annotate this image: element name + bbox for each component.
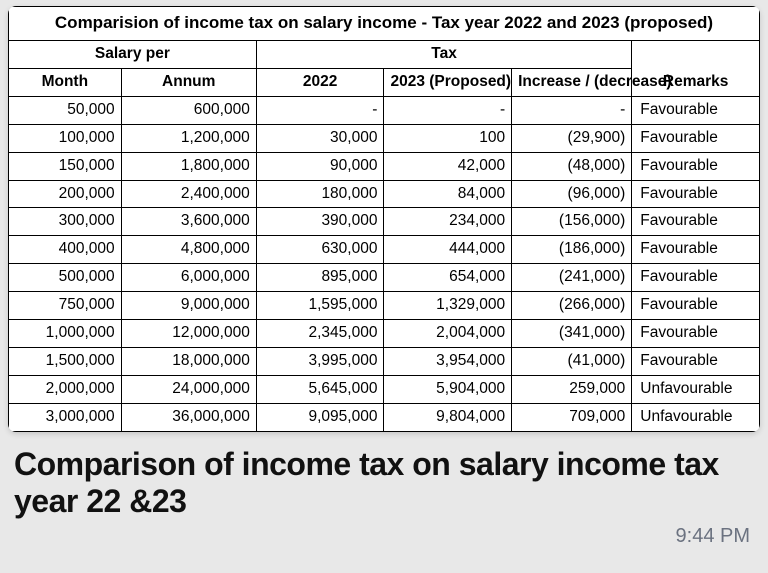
cell-y2023: 5,904,000: [384, 376, 512, 404]
cell-incdec: 259,000: [512, 376, 632, 404]
header-incdec: Increase / (decrease): [512, 68, 632, 96]
cell-annum: 3,600,000: [121, 208, 256, 236]
cell-y2023: 84,000: [384, 180, 512, 208]
post-timestamp: 9:44 PM: [0, 525, 750, 548]
cell-incdec: (341,000): [512, 320, 632, 348]
cell-incdec: (186,000): [512, 236, 632, 264]
header-2023: 2023 (Proposed): [384, 68, 512, 96]
tax-table-card: Comparision of income tax on salary inco…: [8, 6, 760, 432]
cell-y2022: 30,000: [256, 124, 384, 152]
cell-month: 300,000: [9, 208, 122, 236]
cell-y2022: 90,000: [256, 152, 384, 180]
cell-annum: 600,000: [121, 96, 256, 124]
cell-incdec: (241,000): [512, 264, 632, 292]
table-title: Comparision of income tax on salary inco…: [9, 7, 760, 41]
cell-y2022: 2,345,000: [256, 320, 384, 348]
table-row: 200,0002,400,000180,00084,000(96,000)Fav…: [9, 180, 760, 208]
cell-y2022: 1,595,000: [256, 292, 384, 320]
table-row: 150,0001,800,00090,00042,000(48,000)Favo…: [9, 152, 760, 180]
header-tax-group: Tax: [256, 40, 631, 68]
cell-incdec: (29,900): [512, 124, 632, 152]
cell-y2022: 390,000: [256, 208, 384, 236]
cell-remarks: Favourable: [632, 208, 760, 236]
header-salary-group: Salary per: [9, 40, 257, 68]
cell-y2023: 654,000: [384, 264, 512, 292]
table-row: 1,500,00018,000,0003,995,0003,954,000(41…: [9, 348, 760, 376]
cell-annum: 6,000,000: [121, 264, 256, 292]
cell-month: 50,000: [9, 96, 122, 124]
header-annum: Annum: [121, 68, 256, 96]
cell-remarks: Favourable: [632, 292, 760, 320]
table-row: 2,000,00024,000,0005,645,0005,904,000259…: [9, 376, 760, 404]
cell-remarks: Unfavourable: [632, 403, 760, 431]
tax-comparison-table: Comparision of income tax on salary inco…: [8, 6, 760, 432]
cell-incdec: (96,000): [512, 180, 632, 208]
cell-annum: 2,400,000: [121, 180, 256, 208]
cell-incdec: (48,000): [512, 152, 632, 180]
cell-y2023: 100: [384, 124, 512, 152]
table-row: 100,0001,200,00030,000100(29,900)Favoura…: [9, 124, 760, 152]
cell-y2023: 1,329,000: [384, 292, 512, 320]
cell-incdec: (266,000): [512, 292, 632, 320]
cell-month: 1,000,000: [9, 320, 122, 348]
cell-remarks: Favourable: [632, 236, 760, 264]
cell-month: 500,000: [9, 264, 122, 292]
cell-y2022: 3,995,000: [256, 348, 384, 376]
cell-y2023: 3,954,000: [384, 348, 512, 376]
table-row: 50,000600,000---Favourable: [9, 96, 760, 124]
cell-remarks: Favourable: [632, 124, 760, 152]
cell-y2023: 9,804,000: [384, 403, 512, 431]
cell-y2022: 895,000: [256, 264, 384, 292]
cell-y2022: 180,000: [256, 180, 384, 208]
header-month: Month: [9, 68, 122, 96]
cell-y2022: 630,000: [256, 236, 384, 264]
cell-annum: 1,800,000: [121, 152, 256, 180]
table-body: 50,000600,000---Favourable100,0001,200,0…: [9, 96, 760, 431]
cell-y2023: 444,000: [384, 236, 512, 264]
cell-incdec: (41,000): [512, 348, 632, 376]
cell-annum: 12,000,000: [121, 320, 256, 348]
cell-annum: 24,000,000: [121, 376, 256, 404]
post-caption: Comparison of income tax on salary incom…: [14, 446, 754, 520]
cell-month: 2,000,000: [9, 376, 122, 404]
cell-annum: 4,800,000: [121, 236, 256, 264]
cell-y2022: 9,095,000: [256, 403, 384, 431]
cell-y2022: -: [256, 96, 384, 124]
cell-month: 150,000: [9, 152, 122, 180]
cell-remarks: Favourable: [632, 152, 760, 180]
table-title-row: Comparision of income tax on salary inco…: [9, 7, 760, 41]
cell-y2023: 2,004,000: [384, 320, 512, 348]
cell-y2023: 42,000: [384, 152, 512, 180]
cell-annum: 1,200,000: [121, 124, 256, 152]
cell-month: 3,000,000: [9, 403, 122, 431]
cell-remarks: Favourable: [632, 96, 760, 124]
cell-annum: 18,000,000: [121, 348, 256, 376]
table-row: 3,000,00036,000,0009,095,0009,804,000709…: [9, 403, 760, 431]
cell-remarks: Unfavourable: [632, 376, 760, 404]
cell-remarks: Favourable: [632, 180, 760, 208]
cell-incdec: -: [512, 96, 632, 124]
cell-y2022: 5,645,000: [256, 376, 384, 404]
cell-y2023: 234,000: [384, 208, 512, 236]
table-row: 500,0006,000,000895,000654,000(241,000)F…: [9, 264, 760, 292]
cell-y2023: -: [384, 96, 512, 124]
cell-remarks: Favourable: [632, 320, 760, 348]
table-header-group-row: Salary per Tax Remarks: [9, 40, 760, 68]
cell-annum: 36,000,000: [121, 403, 256, 431]
cell-month: 100,000: [9, 124, 122, 152]
cell-remarks: Favourable: [632, 348, 760, 376]
cell-incdec: (156,000): [512, 208, 632, 236]
table-row: 750,0009,000,0001,595,0001,329,000(266,0…: [9, 292, 760, 320]
cell-month: 400,000: [9, 236, 122, 264]
cell-month: 1,500,000: [9, 348, 122, 376]
table-row: 1,000,00012,000,0002,345,0002,004,000(34…: [9, 320, 760, 348]
header-2022: 2022: [256, 68, 384, 96]
table-row: 400,0004,800,000630,000444,000(186,000)F…: [9, 236, 760, 264]
table-row: 300,0003,600,000390,000234,000(156,000)F…: [9, 208, 760, 236]
cell-annum: 9,000,000: [121, 292, 256, 320]
cell-incdec: 709,000: [512, 403, 632, 431]
cell-month: 200,000: [9, 180, 122, 208]
cell-remarks: Favourable: [632, 264, 760, 292]
cell-month: 750,000: [9, 292, 122, 320]
